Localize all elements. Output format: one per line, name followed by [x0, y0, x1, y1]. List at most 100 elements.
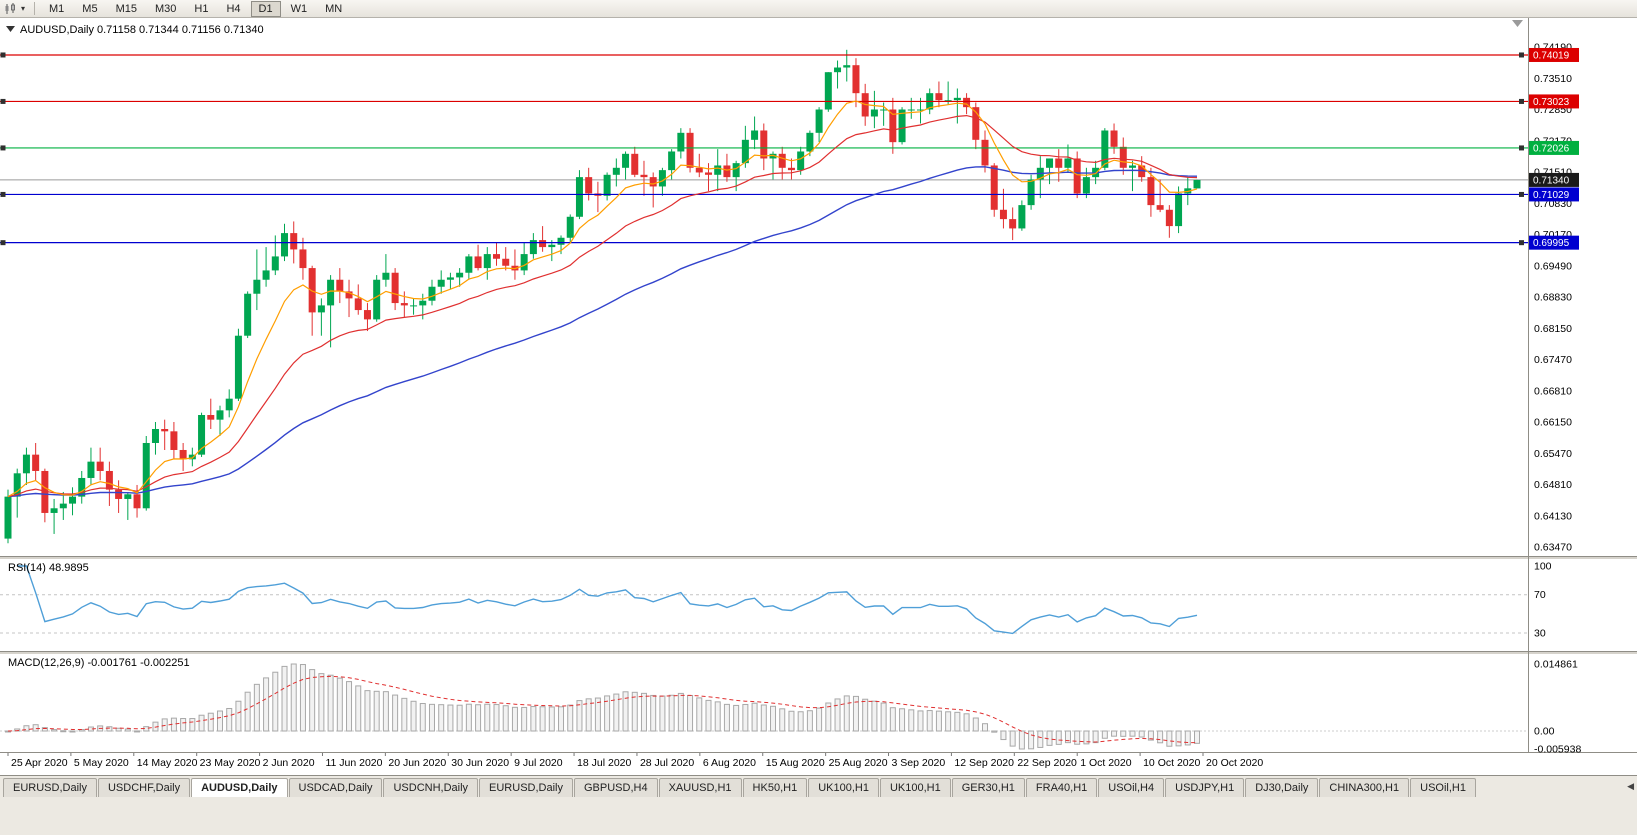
hline-handle-left[interactable]	[0, 240, 6, 246]
date-axis-label: 30 Jun 2020	[451, 757, 509, 769]
price-axis-label: 0.64810	[1534, 479, 1572, 491]
chart-tab-eurusd-daily[interactable]: EURUSD,Daily	[3, 778, 97, 797]
rsi-panel-label: RSI(14) 48.9895	[8, 562, 89, 574]
timeframe-button-d1[interactable]: D1	[250, 0, 281, 17]
candlestick-chart-icon	[5, 2, 15, 14]
moving-average-21	[7, 114, 1198, 498]
date-axis-label: 6 Aug 2020	[703, 757, 756, 769]
hline-handle-right[interactable]	[1519, 98, 1524, 104]
timeframe-button-m1[interactable]: M1	[41, 1, 72, 17]
hline-handle-left[interactable]	[0, 52, 6, 58]
hline-handle-right[interactable]	[1519, 240, 1524, 246]
panel-separator[interactable]	[0, 651, 1637, 654]
date-axis-label: 12 Sep 2020	[954, 757, 1014, 769]
timeframe-button-m15[interactable]: M15	[108, 1, 145, 17]
price-flag-label: 0.71340	[1533, 175, 1570, 186]
chart-tab-eurusd-daily[interactable]: EURUSD,Daily	[479, 778, 573, 797]
macd-axis-label: 0.00	[1534, 726, 1555, 738]
date-axis-label: 18 Jul 2020	[577, 757, 631, 769]
price-axis-label: 0.68150	[1534, 323, 1572, 335]
price-flag-label: 0.73023	[1533, 97, 1570, 108]
chart-tab-usoil-h1[interactable]: USOil,H1	[1410, 778, 1476, 797]
hline-handle-left[interactable]	[0, 98, 6, 104]
timeframe-button-w1[interactable]: W1	[283, 1, 316, 17]
date-axis-label: 11 Jun 2020	[325, 757, 382, 769]
timeframe-button-h1[interactable]: H1	[186, 1, 216, 17]
hline-handle-left[interactable]	[0, 145, 6, 151]
price-flag-label: 0.74019	[1533, 50, 1570, 61]
date-axis-label: 9 Jul 2020	[514, 757, 563, 769]
price-axis-label: 0.73510	[1534, 73, 1572, 85]
price-axis-label: 0.66150	[1534, 417, 1572, 429]
price-chart-svg[interactable]: 0.741900.735100.728500.721700.715100.708…	[0, 18, 1637, 775]
date-axis-label: 23 May 2020	[200, 757, 261, 769]
chart-tab-fra40-h1[interactable]: FRA40,H1	[1025, 778, 1098, 797]
chart-tab-usdcnh-daily[interactable]: USDCNH,Daily	[383, 778, 479, 797]
panel-separator[interactable]	[0, 556, 1637, 559]
price-flag	[1529, 187, 1579, 202]
price-flag-label: 0.72026	[1533, 143, 1570, 154]
chart-tab-usdchf-daily[interactable]: USDCHF,Daily	[97, 778, 191, 797]
date-axis-label: 15 Aug 2020	[766, 757, 825, 769]
date-axis-label: 25 Apr 2020	[11, 757, 68, 769]
date-axis-label: 3 Sep 2020	[892, 757, 946, 769]
chart-tabs: EURUSD,Daily USDCHF,Daily AUDUSD,Daily USDC…	[3, 778, 1476, 797]
price-axis-label: 0.65470	[1534, 448, 1572, 460]
date-axis-label: 28 Jul 2020	[640, 757, 694, 769]
chart-tab-audusd-daily[interactable]: AUDUSD,Daily	[191, 778, 288, 797]
date-axis-label: 22 Sep 2020	[1017, 757, 1077, 769]
chart-tab-china300-h1[interactable]: CHINA300,H1	[1319, 778, 1410, 797]
hline-handle-left[interactable]	[0, 191, 6, 197]
chart-tab-uk100-h1[interactable]: UK100,H1	[879, 778, 951, 797]
date-axis-label: 10 Oct 2020	[1143, 757, 1200, 769]
tab-scroll-left-icon[interactable]: ◀	[1627, 781, 1634, 791]
rsi-axis-label: 70	[1534, 589, 1546, 601]
date-axis-label: 14 May 2020	[137, 757, 198, 769]
chart-title: AUDUSD,Daily 0.71158 0.71344 0.71156 0.7…	[20, 24, 264, 36]
price-flag	[1529, 94, 1579, 109]
price-flag	[1529, 47, 1579, 62]
hline-handle-right[interactable]	[1519, 191, 1524, 197]
chart-tab-usdjpy-h1[interactable]: USDJPY,H1	[1165, 778, 1245, 797]
chart-tab-ger30-h1[interactable]: GER30,H1	[951, 778, 1025, 797]
macd-axis-label: -0.005938	[1534, 744, 1581, 756]
rsi-axis-label: 100	[1534, 561, 1552, 573]
chart-dropdown-caret-icon[interactable]: ▾	[21, 4, 26, 13]
chart-tab-uk100-h1[interactable]: UK100,H1	[808, 778, 879, 797]
price-flag-label: 0.69995	[1533, 238, 1570, 249]
toolbar-separator	[34, 2, 36, 15]
chart-tab-hk50-h1[interactable]: HK50,H1	[742, 778, 808, 797]
macd-panel-label: MACD(12,26,9) -0.001761 -0.002251	[8, 657, 190, 669]
timeframe-buttons: M1 M5 M15 M30 H1 H4 D1 W1 MN	[40, 0, 351, 17]
macd-signal-line	[7, 675, 1198, 744]
moving-average-55	[7, 166, 1198, 498]
timeframe-button-m5[interactable]: M5	[74, 1, 105, 17]
timeframe-button-h4[interactable]: H4	[218, 1, 248, 17]
chart-type-icon[interactable]	[4, 2, 18, 15]
timeframe-button-m30[interactable]: M30	[147, 1, 184, 17]
hline-handle-right[interactable]	[1519, 52, 1524, 58]
date-axis-label: 25 Aug 2020	[829, 757, 888, 769]
price-axis-label: 0.64130	[1534, 510, 1572, 522]
chart-tab-gbpusd-h4[interactable]: GBPUSD,H4	[574, 778, 658, 797]
hline-handle-right[interactable]	[1519, 145, 1524, 151]
symbol-marker-icon[interactable]	[6, 26, 15, 32]
chart-tab-dj30-daily[interactable]: DJ30,Daily	[1245, 778, 1319, 797]
price-axis-label: 0.69490	[1534, 260, 1572, 272]
chart-tab-usoil-h4[interactable]: USOil,H4	[1098, 778, 1165, 797]
price-axis-label: 0.67470	[1534, 354, 1572, 366]
date-axis-label: 5 May 2020	[74, 757, 129, 769]
price-flag	[1529, 235, 1579, 250]
chart-area[interactable]: 0.741900.735100.728500.721700.715100.708…	[0, 18, 1637, 775]
chart-shift-marker[interactable]	[1512, 20, 1523, 27]
price-axis-label: 0.68830	[1534, 292, 1572, 304]
timeframe-toolbar: ▾ M1 M5 M15 M30 H1 H4 D1 W1 MN	[0, 0, 1637, 18]
price-flag	[1529, 172, 1579, 187]
chart-tab-xauusd-h1[interactable]: XAUUSD,H1	[658, 778, 742, 797]
price-flag	[1529, 140, 1579, 155]
price-flag-label: 0.71029	[1533, 190, 1570, 201]
chart-tab-usdcad-daily[interactable]: USDCAD,Daily	[288, 778, 383, 797]
date-axis-label: 1 Oct 2020	[1080, 757, 1132, 769]
timeframe-button-mn[interactable]: MN	[317, 1, 350, 17]
date-axis-label: 20 Oct 2020	[1206, 757, 1263, 769]
